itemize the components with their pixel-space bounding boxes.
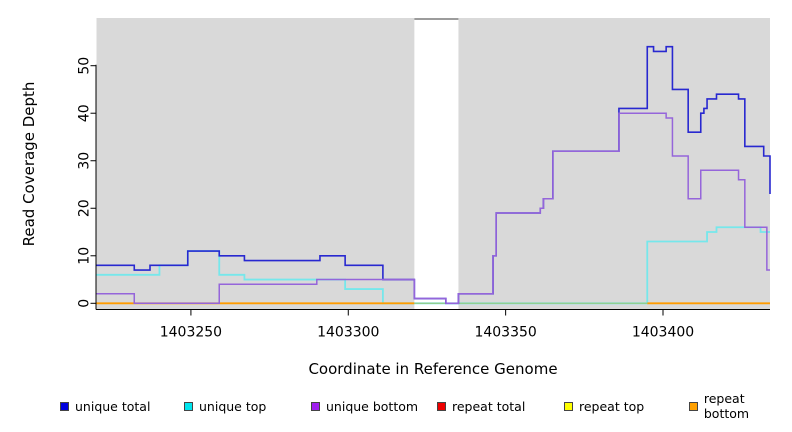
y-tick-label: 30 — [77, 152, 93, 170]
x-tick-label: 1403300 — [317, 325, 379, 341]
plot-background — [96, 18, 770, 310]
x-tick-label: 1403350 — [474, 325, 536, 341]
unique-top-swatch-icon — [184, 401, 193, 411]
legend-label: repeat top — [579, 398, 645, 414]
legend-item-unique-bottom: unique bottom — [311, 398, 418, 414]
unique-total-swatch-icon — [60, 401, 69, 411]
y-tick-label: 0 — [77, 299, 93, 308]
legend-label: unique top — [199, 398, 267, 414]
legend-label: unique bottom — [326, 398, 419, 414]
y-tick-label: 40 — [77, 104, 93, 122]
unique-bottom-swatch-icon — [311, 401, 320, 411]
legend-item-unique-top: unique top — [184, 398, 266, 414]
y-axis-title: Read Coverage Depth — [20, 82, 38, 247]
legend-item-unique-total: unique total — [60, 398, 150, 414]
legend-item-repeat-top: repeat top — [564, 398, 644, 414]
series-lines — [96, 45, 771, 305]
y-tick-label: 20 — [77, 199, 93, 217]
series-line — [96, 112, 770, 305]
y-tick-label: 10 — [77, 247, 93, 265]
legend-label: repeat bottom — [703, 391, 750, 421]
axes — [90, 64, 770, 316]
x-tick-label: 1403400 — [632, 325, 694, 341]
legend-item-repeat-total: repeat total — [437, 398, 525, 414]
legend-item-repeat-bottom: repeat bottom — [689, 391, 792, 421]
tick-labels: 0 10 20 30 40 50 1403250 1403300 1403350 1403400 — [77, 57, 695, 341]
legend-label: repeat total — [452, 398, 526, 414]
repeat-bottom-swatch-icon — [689, 401, 698, 411]
y-tick-label: 50 — [77, 57, 93, 75]
x-tick-label: 1403250 — [160, 325, 222, 341]
x-axis-title: Coordinate in Reference Genome — [308, 360, 557, 378]
legend-label: unique total — [75, 398, 151, 414]
repeat-top-swatch-icon — [564, 401, 573, 411]
repeat-total-swatch-icon — [437, 401, 446, 411]
chart-legend: unique total unique top unique bottom re… — [0, 391, 792, 421]
